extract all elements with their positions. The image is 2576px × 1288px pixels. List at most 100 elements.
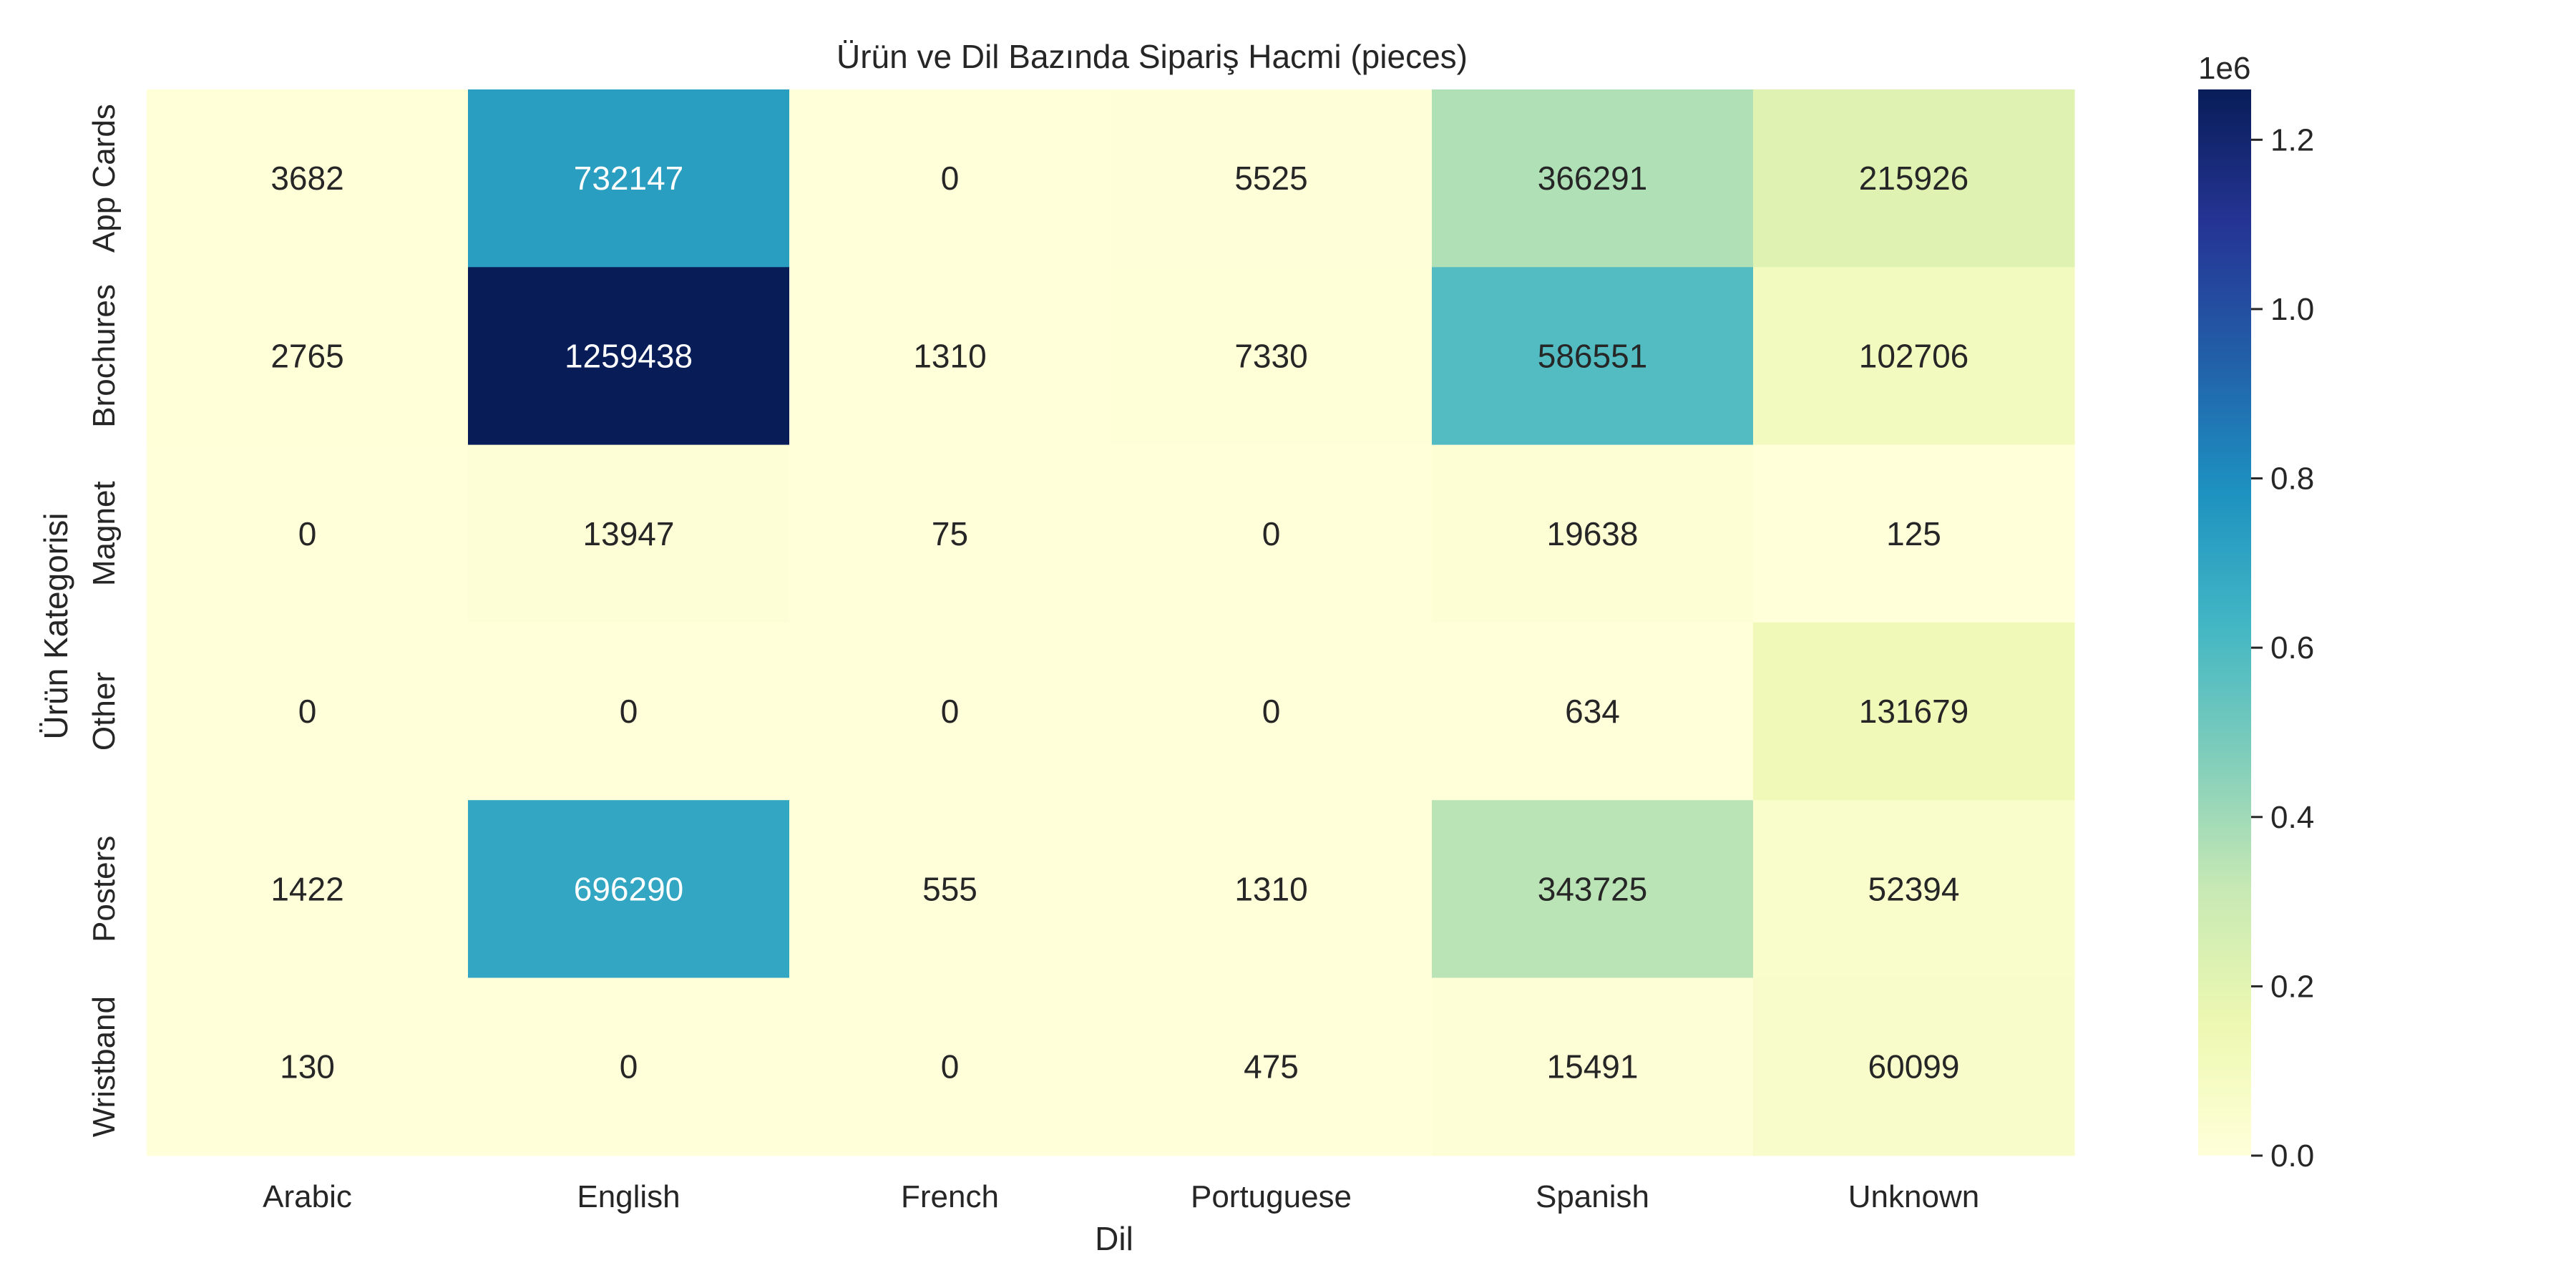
heatmap-cell bbox=[147, 622, 469, 801]
y-tick-label: Posters bbox=[87, 836, 122, 942]
cell-value-label: 0 bbox=[941, 160, 960, 197]
x-tick-label: French bbox=[901, 1179, 999, 1214]
heatmap-cell bbox=[468, 622, 790, 801]
x-tick-label: English bbox=[577, 1179, 680, 1214]
y-tick-labels: App Cards Brochures Magnet Other Posters Wris… bbox=[87, 104, 122, 1137]
cell-value-label: 13947 bbox=[583, 515, 675, 552]
cell-value-label: 343725 bbox=[1538, 870, 1648, 907]
heatmap-cell bbox=[468, 800, 790, 979]
cell-value-label: 366291 bbox=[1538, 160, 1648, 197]
heatmap-cell bbox=[1432, 89, 1754, 268]
cell-value-label: 0 bbox=[298, 693, 317, 730]
y-tick-label: App Cards bbox=[87, 104, 122, 253]
y-tick-label: Wristband bbox=[87, 996, 122, 1137]
cell-value-label: 0 bbox=[1262, 693, 1281, 730]
heatmap-cell bbox=[147, 444, 469, 623]
heatmap-cell bbox=[147, 977, 469, 1156]
cell-value-label: 3682 bbox=[270, 160, 343, 197]
heatmap-cell bbox=[1432, 622, 1754, 801]
x-axis-label: Dil bbox=[1095, 1220, 1133, 1257]
chart-title: Ürün ve Dil Bazında Sipariş Hacmi (piece… bbox=[836, 38, 1468, 75]
cell-value-label: 0 bbox=[1262, 515, 1281, 552]
heatmap-cell bbox=[1432, 267, 1754, 446]
y-tick-label: Other bbox=[87, 672, 122, 751]
x-tick-label: Arabic bbox=[263, 1179, 352, 1214]
colorbar-tick-label: 0.4 bbox=[2270, 800, 2314, 835]
heatmap-cell bbox=[147, 800, 469, 979]
heatmap-cell bbox=[789, 444, 1111, 623]
colorbar-tick-label: 1.0 bbox=[2270, 292, 2314, 327]
colorbar-tick-label: 0.0 bbox=[2270, 1138, 2314, 1174]
cell-value-label: 634 bbox=[1565, 693, 1620, 730]
heatmap-cell bbox=[1753, 800, 2075, 979]
x-tick-label: Unknown bbox=[1848, 1179, 1979, 1214]
cell-value-label: 555 bbox=[922, 870, 977, 907]
heatmap-cell bbox=[147, 267, 469, 446]
heatmap-cell bbox=[468, 444, 790, 623]
heatmap-cell bbox=[468, 977, 790, 1156]
cell-value-label: 15491 bbox=[1547, 1048, 1639, 1085]
cell-value-label: 1259438 bbox=[565, 337, 693, 374]
heatmap-cell bbox=[789, 267, 1111, 446]
cell-value-label: 1310 bbox=[1234, 870, 1307, 907]
cell-value-label: 60099 bbox=[1868, 1048, 1960, 1085]
cell-value-label: 130 bbox=[280, 1048, 335, 1085]
heatmap-cell bbox=[1432, 800, 1754, 979]
cell-value-label: 1310 bbox=[913, 337, 986, 374]
heatmap-cell bbox=[789, 89, 1111, 268]
y-tick-label: Brochures bbox=[87, 284, 122, 428]
colorbar bbox=[2198, 89, 2251, 1156]
heatmap-cell bbox=[1753, 267, 2075, 446]
cell-value-label: 215926 bbox=[1859, 160, 1969, 197]
x-tick-label: Spanish bbox=[1536, 1179, 1649, 1214]
cell-value-label: 1422 bbox=[270, 870, 343, 907]
x-tick-labels: Arabic English French Portuguese Spanish Unkn… bbox=[263, 1179, 1979, 1214]
cell-value-label: 586551 bbox=[1538, 337, 1648, 374]
y-axis-label: Ürün Kategorisi bbox=[37, 512, 74, 739]
colorbar-tick-label: 0.2 bbox=[2270, 969, 2314, 1004]
cell-value-label: 19638 bbox=[1547, 515, 1639, 552]
cell-value-label: 0 bbox=[941, 1048, 960, 1085]
heatmap-cells: 3682 732147 0 5525 366291 215926 2765 1259438 13… bbox=[147, 89, 2075, 1156]
heatmap-cell bbox=[1432, 977, 1754, 1156]
heatmap-cell bbox=[1753, 622, 2075, 801]
heatmap-cell bbox=[789, 800, 1111, 979]
heatmap-cell bbox=[1753, 444, 2075, 623]
cell-value-label: 7330 bbox=[1234, 337, 1307, 374]
heatmap-cell bbox=[468, 89, 790, 268]
heatmap-cell bbox=[468, 267, 790, 446]
cell-value-label: 5525 bbox=[1234, 160, 1307, 197]
heatmap-cell bbox=[1432, 444, 1754, 623]
heatmap-cell bbox=[789, 977, 1111, 1156]
cell-value-label: 475 bbox=[1244, 1048, 1299, 1085]
cell-value-label: 52394 bbox=[1868, 870, 1960, 907]
x-tick-label: Portuguese bbox=[1191, 1179, 1352, 1214]
heatmap-cell bbox=[147, 89, 469, 268]
cell-value-label: 732147 bbox=[574, 160, 684, 197]
cell-value-label: 0 bbox=[298, 515, 317, 552]
heatmap-cell bbox=[1111, 89, 1433, 268]
heatmap-cell bbox=[1111, 977, 1433, 1156]
heatmap-cell bbox=[1111, 444, 1433, 623]
cell-value-label: 75 bbox=[932, 515, 968, 552]
colorbar-tick-label: 1.2 bbox=[2270, 122, 2314, 157]
heatmap-cell bbox=[1753, 89, 2075, 268]
cell-value-label: 0 bbox=[620, 1048, 638, 1085]
cell-value-label: 2765 bbox=[270, 337, 343, 374]
colorbar-ticks: 0.0 0.2 0.4 0.6 0.8 1.0 1.2 bbox=[2251, 122, 2314, 1174]
heatmap-cell bbox=[1111, 800, 1433, 979]
heatmap-cell bbox=[1111, 267, 1433, 446]
heatmap-cell bbox=[1753, 977, 2075, 1156]
cell-value-label: 696290 bbox=[574, 870, 684, 907]
colorbar-tick-label: 0.8 bbox=[2270, 462, 2314, 497]
cell-value-label: 125 bbox=[1886, 515, 1941, 552]
cell-value-label: 0 bbox=[941, 693, 960, 730]
heatmap-cell bbox=[1111, 622, 1433, 801]
cell-value-label: 102706 bbox=[1859, 337, 1969, 374]
y-tick-label: Magnet bbox=[87, 481, 122, 586]
cell-value-label: 131679 bbox=[1859, 693, 1969, 730]
cell-value-label: 0 bbox=[620, 693, 638, 730]
heatmap-cell bbox=[789, 622, 1111, 801]
colorbar-scale-label: 1e6 bbox=[2198, 51, 2250, 86]
